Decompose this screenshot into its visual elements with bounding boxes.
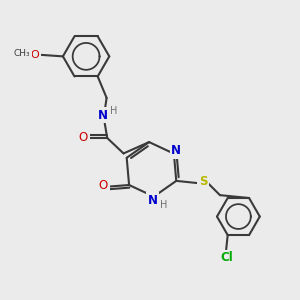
Text: O: O bbox=[31, 50, 39, 60]
Text: N: N bbox=[171, 144, 181, 157]
Text: H: H bbox=[160, 200, 167, 211]
Text: H: H bbox=[110, 106, 118, 116]
Text: S: S bbox=[199, 175, 207, 188]
Text: O: O bbox=[99, 179, 108, 192]
Text: CH₃: CH₃ bbox=[14, 49, 31, 58]
Text: N: N bbox=[98, 109, 108, 122]
Text: N: N bbox=[147, 194, 158, 207]
Text: Cl: Cl bbox=[220, 251, 233, 264]
Text: O: O bbox=[79, 130, 88, 144]
